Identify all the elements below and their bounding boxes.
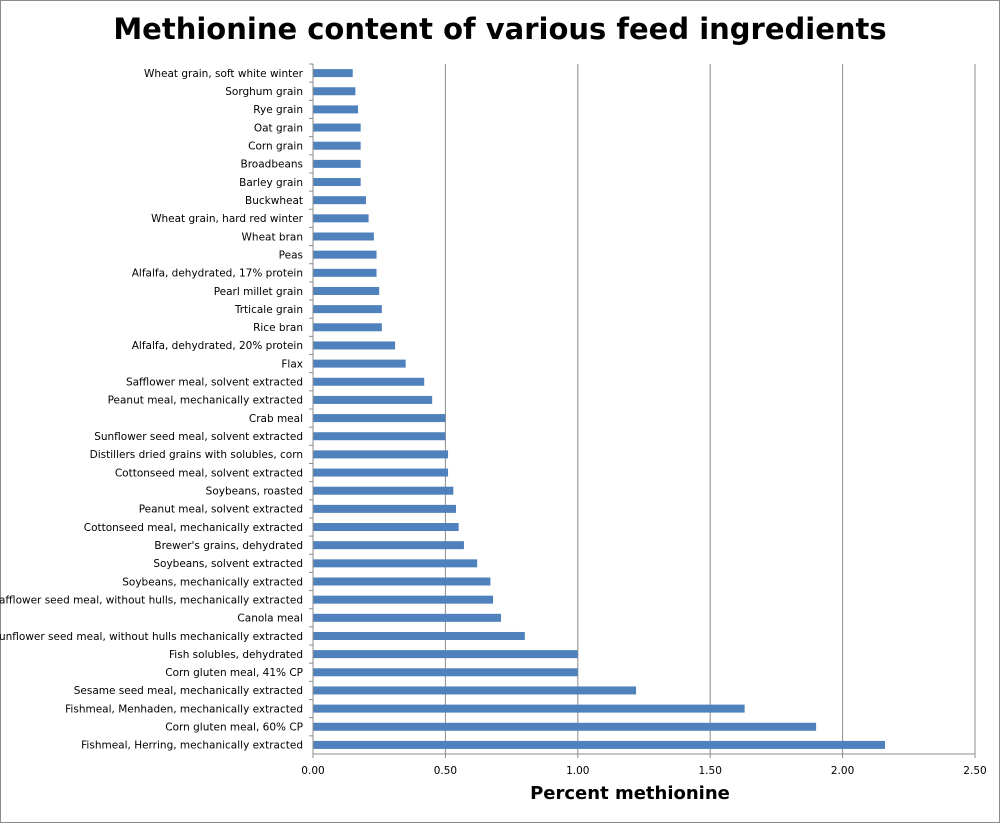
category-label: Buckwheat [245, 195, 303, 207]
x-tick-label: 2.00 [831, 765, 854, 777]
bar [313, 650, 578, 659]
bar [313, 377, 425, 386]
bar [313, 468, 449, 477]
bar [313, 250, 377, 259]
category-label: Soybeans, mechanically extracted [122, 576, 303, 588]
category-label: Safflower seed meal, without hulls, mech… [0, 594, 303, 606]
category-label: Safflower meal, solvent extracted [126, 377, 303, 389]
x-tick-label: 2.50 [963, 765, 986, 777]
category-label: Rice bran [253, 322, 303, 334]
bar [313, 613, 502, 622]
category-label: Sunflower seed meal, without hulls mecha… [0, 631, 303, 643]
bar [313, 196, 366, 205]
category-label: Crab meal [249, 413, 303, 425]
category-label: Alfalfa, dehydrated, 20% protein [132, 340, 303, 352]
x-axis-label: Percent methionine [530, 783, 730, 804]
category-label: Pearl millet grain [214, 286, 303, 298]
bar [313, 432, 446, 441]
bar [313, 268, 377, 277]
bar [313, 704, 745, 713]
bar [313, 595, 494, 604]
category-label: Rye grain [253, 104, 303, 116]
category-label: Oat grain [254, 122, 303, 134]
category-label: Soybeans, solvent extracted [153, 558, 303, 570]
bar [313, 668, 578, 677]
bar [313, 69, 353, 78]
category-label: Peanut meal, mechanically extracted [108, 395, 303, 407]
category-label: Peas [279, 249, 303, 261]
bar [313, 523, 459, 532]
bar [313, 504, 456, 513]
bar [313, 178, 361, 187]
bar [313, 359, 406, 368]
category-label: Broadbeans [241, 159, 304, 171]
bar [313, 450, 449, 459]
bar [313, 286, 380, 295]
x-tick-label: 1.50 [699, 765, 722, 777]
bar [313, 686, 637, 695]
category-label: Cottonseed meal, solvent extracted [115, 467, 303, 479]
bar [313, 577, 491, 586]
category-label: Barley grain [239, 177, 303, 189]
bar [313, 740, 885, 749]
category-label: Corn gluten meal, 60% CP [165, 722, 303, 734]
x-tick-label: 0.50 [434, 765, 457, 777]
category-label: Brewer's grains, dehydrated [154, 540, 303, 552]
category-label: Corn gluten meal, 41% CP [165, 667, 303, 679]
bar [313, 722, 817, 731]
category-label: Wheat bran [242, 231, 303, 243]
category-label: Alfalfa, dehydrated, 17% protein [132, 268, 303, 280]
category-label: Wheat grain, soft white winter [144, 68, 304, 80]
bar [313, 87, 356, 96]
category-label: Sesame seed meal, mechanically extracted [74, 685, 303, 697]
bar [313, 486, 454, 495]
category-label: Fishmeal, Herring, mechanically extracte… [81, 740, 303, 752]
category-label: Sorghum grain [225, 86, 303, 98]
bar [313, 214, 369, 223]
category-label: Cottonseed meal, mechanically extracted [84, 522, 303, 534]
category-label: Wheat grain, hard red winter [151, 213, 304, 225]
bar [313, 341, 396, 350]
bar [313, 305, 382, 314]
category-label: Flax [281, 358, 303, 370]
x-tick-label: 1.00 [566, 765, 589, 777]
x-tick-label: 0.00 [301, 765, 324, 777]
bar [313, 631, 525, 640]
chart-title: Methionine content of various feed ingre… [113, 12, 887, 46]
category-label: Fish solubles, dehydrated [169, 649, 303, 661]
bar [313, 414, 446, 423]
category-label: Trticale grain [234, 304, 303, 316]
bar [313, 395, 433, 404]
category-label: Corn grain [248, 141, 303, 153]
bar [313, 559, 478, 568]
category-label: Distillers dried grains with solubles, c… [90, 449, 303, 461]
category-label: Peanut meal, solvent extracted [139, 504, 303, 516]
category-label: Soybeans, roasted [206, 486, 303, 498]
bar [313, 541, 464, 550]
bar [313, 105, 359, 114]
bar [313, 141, 361, 150]
category-label: Canola meal [237, 613, 303, 625]
bar [313, 232, 374, 241]
bar [313, 323, 382, 332]
bar [313, 159, 361, 168]
category-label: Fishmeal, Menhaden, mechanically extract… [65, 703, 303, 715]
bar [313, 123, 361, 132]
category-label: Sunflower seed meal, solvent extracted [94, 431, 303, 443]
